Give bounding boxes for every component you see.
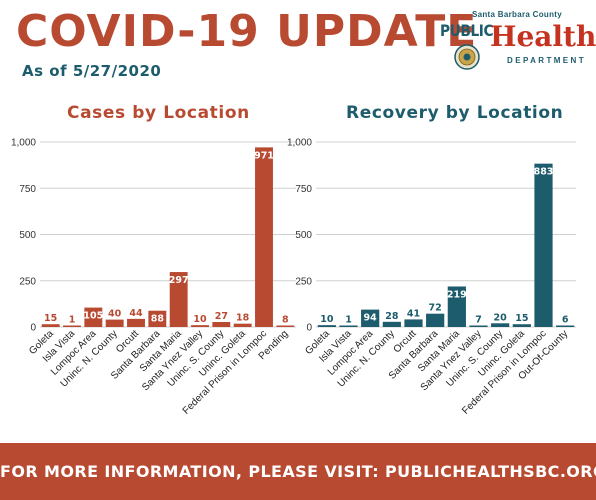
recovery-data-label: 72 [429, 303, 442, 314]
cases-data-label: 297 [169, 275, 189, 286]
cases-data-label: 971 [254, 150, 274, 161]
county-seal-icon [454, 44, 480, 70]
cases-bar [255, 147, 273, 327]
recovery-data-label: 219 [447, 289, 467, 300]
cases-data-label: 105 [83, 311, 103, 322]
cases-y-tick-label: 750 [19, 184, 36, 195]
recovery-data-label: 94 [364, 313, 378, 324]
cases-bar [63, 325, 81, 327]
recovery-bar [447, 286, 466, 327]
cases-y-tick-label: 250 [19, 276, 36, 287]
cases-data-label: 44 [129, 308, 143, 319]
recovery-data-label: 6 [562, 315, 569, 326]
page-title: COVID-19 UPDATE [16, 6, 478, 57]
recovery-bar [426, 313, 445, 327]
logo-public-text: PUBLIC [440, 21, 494, 40]
recovery-data-label: 41 [407, 308, 420, 319]
cases-bar [148, 310, 167, 327]
recovery-bar [382, 321, 401, 327]
recovery-y-tick-label: 0 [306, 323, 312, 334]
recovery-y-tick-label: 500 [295, 230, 312, 241]
logo-county-text: Santa Barbara County [471, 10, 563, 19]
recovery-data-label: 883 [534, 167, 554, 178]
cases-chart-title: Cases by Location [67, 103, 250, 123]
recovery-bar [534, 163, 553, 327]
recovery-data-label: 7 [475, 315, 482, 326]
cases-y-tick-label: 500 [19, 230, 36, 241]
recovery-bar [339, 325, 358, 327]
recovery-bar [469, 325, 488, 327]
recovery-bar [556, 325, 575, 327]
recovery-data-label: 15 [515, 313, 528, 324]
logo-department-text: DEPARTMENT [507, 56, 586, 65]
cases-bar [191, 325, 209, 327]
logo-health-text: Health [490, 20, 596, 53]
recovery-data-label: 20 [494, 312, 508, 323]
cases-data-label: 1 [69, 315, 76, 326]
footer-banner: FOR MORE INFORMATION, PLEASE VISIT: PUBL… [0, 443, 596, 500]
cases-bar [127, 318, 145, 327]
cases-data-label: 15 [44, 313, 57, 324]
recovery-y-tick-label: 750 [295, 184, 312, 195]
cases-data-label: 88 [151, 314, 165, 325]
cases-bar [276, 325, 295, 327]
recovery-y-tick-label: 250 [295, 276, 312, 287]
recovery-bar [491, 323, 510, 327]
cases-data-label: 18 [236, 313, 250, 324]
recovery-bar [361, 309, 380, 327]
as-of-date: As of 5/27/2020 [22, 62, 162, 80]
cases-bar [233, 323, 252, 327]
cases-bar [105, 319, 124, 327]
cases-bar [84, 307, 103, 327]
cases-data-label: 40 [108, 309, 122, 320]
recovery-data-label: 10 [320, 314, 334, 325]
cases-data-label: 10 [193, 314, 207, 325]
recovery-data-label: 1 [345, 315, 352, 326]
recovery-bar [404, 319, 423, 327]
recovery-bar [512, 324, 531, 327]
recovery-y-tick-label: 1,000 [287, 138, 312, 149]
cases-data-label: 27 [215, 311, 228, 322]
cases-data-label: 8 [282, 315, 289, 326]
cases-bar [169, 272, 188, 327]
cases-bar [41, 324, 60, 327]
cases-y-tick-label: 0 [30, 323, 36, 334]
public-health-logo: Santa Barbara County PUBLIC Health DEPAR… [438, 10, 596, 74]
cases-bar [212, 322, 231, 327]
recovery-bar [317, 325, 336, 327]
recovery-chart-title: Recovery by Location [346, 103, 564, 123]
recovery-data-label: 28 [385, 311, 399, 322]
cases-y-tick-label: 1,000 [11, 138, 36, 149]
